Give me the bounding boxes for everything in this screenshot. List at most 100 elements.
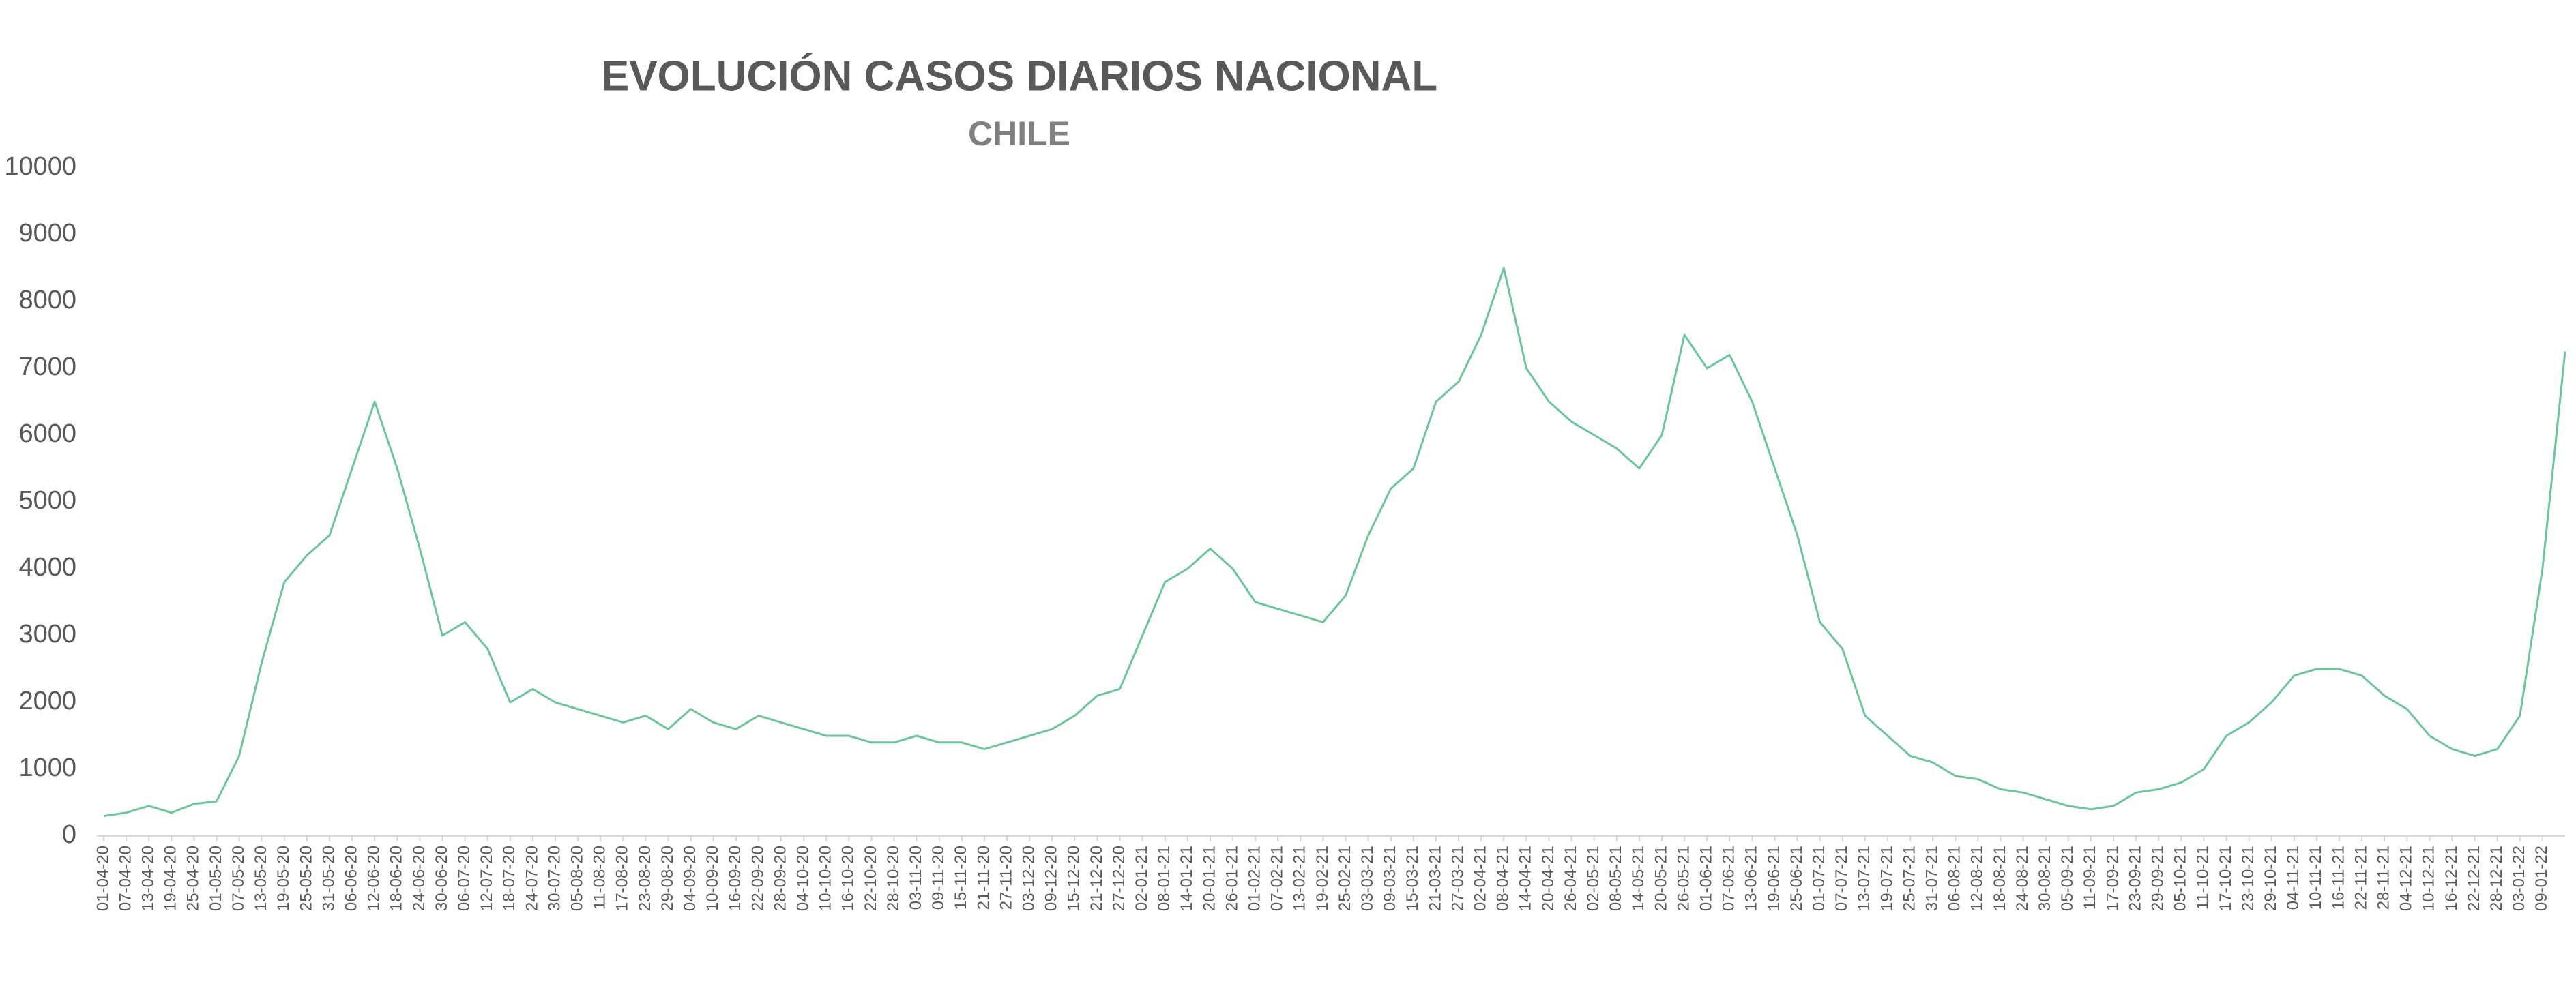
x-tick-label: 27-11-20	[997, 846, 1015, 910]
x-tick-label: 24-06-20	[410, 846, 428, 911]
x-tick-label: 05-08-20	[568, 846, 586, 911]
x-tick-label: 25-02-21	[1336, 846, 1354, 911]
x-tick-label: 16-12-21	[2442, 846, 2461, 911]
x-tick-label: 09-12-20	[1042, 846, 1061, 911]
x-tick-label: 21-03-21	[1426, 846, 1444, 911]
x-tick-label: 29-10-21	[2262, 846, 2280, 911]
x-tick-label: 14-04-21	[1517, 846, 1535, 911]
x-tick-label: 25-06-21	[1787, 846, 1806, 911]
x-tick-label: 22-09-20	[748, 846, 767, 911]
y-tick-label: 2000	[18, 687, 76, 715]
x-tick-label: 13-04-20	[139, 846, 158, 911]
x-tick-label: 14-05-21	[1629, 846, 1648, 911]
x-tick-label: 26-05-21	[1674, 846, 1693, 911]
x-tick-label: 30-07-20	[545, 846, 564, 911]
data-line	[103, 267, 2566, 818]
x-tick-label: 28-09-20	[771, 846, 789, 911]
x-tick-label: 21-11-20	[974, 846, 993, 910]
x-tick-label: 01-07-21	[1810, 846, 1828, 911]
x-tick-label: 08-05-21	[1607, 846, 1625, 911]
y-tick-label: 10000	[4, 152, 76, 181]
x-tick-label: 03-03-21	[1358, 846, 1377, 911]
x-tick-label: 01-05-20	[207, 846, 225, 911]
x-tick-label: 31-05-20	[319, 846, 338, 911]
x-tick-label: 22-12-21	[2465, 846, 2483, 911]
y-tick-label: 3000	[18, 620, 76, 648]
y-tick-label: 0	[62, 820, 76, 849]
chart-subtitle: CHILE	[968, 115, 1070, 153]
x-tick-label: 10-12-21	[2420, 846, 2438, 911]
x-tick-label: 02-05-21	[1584, 846, 1602, 911]
x-tick-label: 30-08-21	[2036, 846, 2054, 911]
x-tick-label: 02-01-21	[1132, 846, 1151, 911]
y-tick-label: 8000	[18, 286, 76, 314]
y-tick-label: 7000	[18, 353, 76, 381]
x-tick-label: 14-01-21	[1177, 846, 1196, 911]
x-tick-label: 09-03-21	[1381, 846, 1399, 911]
x-tick-label: 15-12-20	[1065, 846, 1083, 911]
y-tick-label: 9000	[18, 219, 76, 248]
x-tick-label: 25-07-21	[1900, 846, 1918, 911]
x-tick-label: 16-11-21	[2329, 846, 2347, 910]
x-tick-label: 11-10-21	[2194, 846, 2212, 910]
x-tick-label: 17-08-20	[613, 846, 632, 911]
x-tick-label: 01-02-21	[1245, 846, 1263, 911]
x-tick-label: 17-10-21	[2216, 846, 2235, 911]
x-tick-label: 09-11-20	[929, 846, 948, 910]
x-tick-label: 29-09-21	[2149, 846, 2167, 911]
x-tick-label: 20-01-21	[1200, 846, 1218, 911]
x-tick-label: 13-06-21	[1742, 846, 1761, 911]
x-tick-label: 11-08-20	[591, 846, 609, 910]
x-tick-label: 06-07-20	[455, 846, 473, 911]
x-tick-label: 25-04-20	[184, 846, 203, 911]
x-tick-label: 07-02-21	[1268, 846, 1287, 911]
x-tick-label: 04-10-20	[793, 846, 812, 911]
x-tick-label: 18-06-20	[387, 846, 406, 911]
x-tick-label: 22-11-21	[2352, 846, 2370, 910]
x-tick-label: 10-09-20	[703, 846, 722, 911]
x-tick-label: 24-08-21	[2013, 846, 2032, 911]
x-tick-label: 18-07-20	[500, 846, 518, 911]
x-tick-label: 20-04-21	[1539, 846, 1557, 911]
x-tick-label: 09-01-22	[2532, 846, 2551, 911]
x-tick-label: 06-06-20	[342, 846, 360, 911]
x-tick-label: 22-10-20	[862, 846, 880, 911]
x-tick-label: 11-09-21	[2081, 846, 2099, 910]
x-tick-label: 19-02-21	[1313, 846, 1332, 911]
x-tick-label: 08-04-21	[1494, 846, 1512, 911]
x-tick-label: 01-06-21	[1697, 846, 1716, 911]
x-tick-label: 07-06-21	[1720, 846, 1738, 911]
x-tick-label: 12-06-20	[365, 846, 383, 911]
x-tick-label: 16-10-20	[839, 846, 858, 911]
x-tick-label: 27-12-20	[1110, 846, 1128, 911]
x-tick-label: 13-07-21	[1855, 846, 1873, 911]
x-tick-label: 05-09-21	[2058, 846, 2077, 911]
x-tick-label: 20-05-21	[1652, 846, 1670, 911]
x-tick-label: 02-04-21	[1471, 846, 1489, 911]
x-tick-label: 19-04-20	[162, 846, 180, 911]
x-tick-label: 24-07-20	[523, 846, 541, 911]
x-tick-label: 08-01-21	[1155, 846, 1173, 911]
x-tick-label: 05-10-21	[2171, 846, 2190, 911]
y-tick-label: 6000	[18, 419, 76, 448]
x-tick-label: 19-06-21	[1765, 846, 1783, 911]
x-tick-label: 23-08-20	[636, 846, 654, 911]
x-tick-label: 25-05-20	[297, 846, 315, 911]
x-tick-label: 17-09-21	[2103, 846, 2122, 911]
y-tick-label: 4000	[18, 553, 76, 582]
x-tick-label: 10-11-21	[2307, 846, 2325, 910]
x-tick-label: 01-04-20	[93, 846, 112, 911]
x-tick-label: 23-09-21	[2126, 846, 2144, 911]
x-tick-label: 28-11-21	[2375, 846, 2393, 910]
x-tick-label: 18-08-21	[1991, 846, 2009, 911]
x-tick-label: 12-07-20	[478, 846, 496, 911]
x-tick-label: 07-05-20	[229, 846, 248, 911]
x-tick-label: 28-10-20	[884, 846, 903, 911]
x-tick-label: 15-11-20	[952, 846, 970, 910]
x-tick-label: 04-09-20	[681, 846, 699, 911]
x-tick-label: 03-01-22	[2510, 846, 2528, 911]
x-tick-label: 06-08-21	[1946, 846, 1964, 911]
chart-title: EVOLUCIÓN CASOS DIARIOS NACIONAL	[601, 53, 1437, 100]
